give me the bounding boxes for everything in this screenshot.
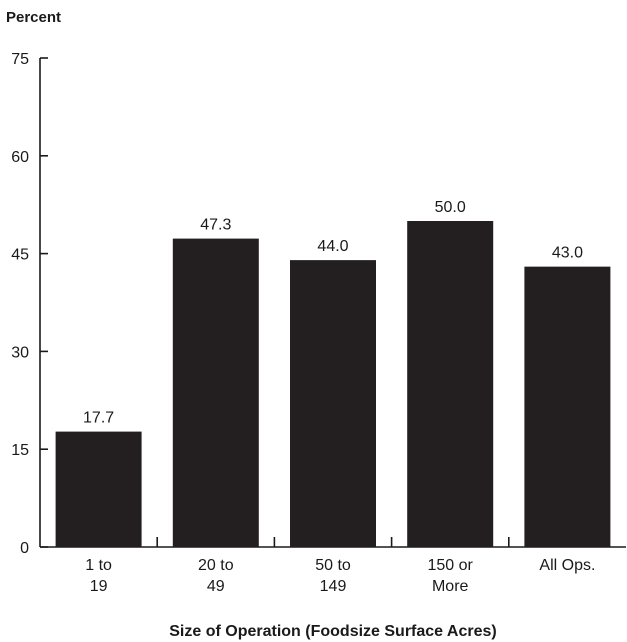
x-category-label: 50 to xyxy=(315,557,351,574)
bars: 17.7 47.3 44.0 50.0 43.0 xyxy=(55,199,611,547)
y-tick-label: 0 xyxy=(20,540,29,557)
data-label: 43.0 xyxy=(552,245,583,262)
y-axis-ticks: 0 15 30 45 60 75 xyxy=(11,51,48,557)
bar xyxy=(524,266,611,547)
x-category-label: 1 to xyxy=(85,557,112,574)
y-tick-label: 45 xyxy=(11,247,29,264)
x-axis-categories: 1 to 19 20 to 49 50 to 149 150 or More All Ops. xyxy=(85,537,595,595)
x-category-label: 20 to xyxy=(198,557,234,574)
x-category-label: 19 xyxy=(90,578,108,595)
x-category-label: 49 xyxy=(207,578,225,595)
x-category-label: 149 xyxy=(320,578,347,595)
data-label: 44.0 xyxy=(317,238,348,255)
data-label: 17.7 xyxy=(83,410,114,427)
bar xyxy=(407,221,494,547)
y-tick-label: 15 xyxy=(11,442,29,459)
bar xyxy=(55,431,142,547)
bar xyxy=(172,238,259,547)
y-axis-label: Percent xyxy=(6,9,61,26)
x-category-label: All Ops. xyxy=(539,557,595,574)
x-axis-label: Size of Operation (Foodsize Surface Acre… xyxy=(169,623,496,640)
y-tick-label: 60 xyxy=(11,149,29,166)
data-label: 50.0 xyxy=(435,199,466,216)
x-category-label: 150 or xyxy=(428,557,474,574)
data-label: 47.3 xyxy=(200,217,231,234)
x-category-label: More xyxy=(432,578,469,595)
y-tick-label: 30 xyxy=(11,344,29,361)
y-tick-label: 75 xyxy=(11,51,29,68)
bar xyxy=(290,260,376,547)
